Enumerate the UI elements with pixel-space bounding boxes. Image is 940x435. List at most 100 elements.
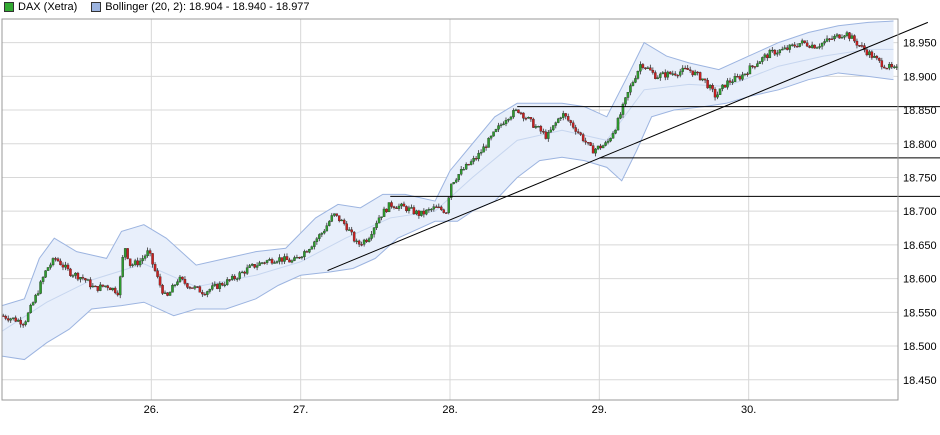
candle-body bbox=[238, 272, 241, 279]
candle-body bbox=[736, 76, 739, 78]
plot-frame bbox=[1, 18, 899, 401]
candle-body bbox=[728, 80, 732, 83]
candle-body bbox=[594, 148, 597, 154]
candle-body bbox=[542, 131, 545, 133]
candle-body bbox=[225, 279, 229, 286]
candle-body bbox=[34, 294, 37, 303]
candle-body bbox=[469, 161, 473, 165]
candle-body bbox=[69, 268, 72, 276]
candle-body bbox=[517, 109, 520, 113]
y-tick-label: 18.750 bbox=[903, 172, 937, 184]
candle-body bbox=[494, 129, 498, 132]
candle-body bbox=[893, 66, 896, 68]
candle-body bbox=[14, 317, 17, 322]
candle-body bbox=[489, 135, 493, 139]
candle-body bbox=[218, 283, 222, 289]
candle-body bbox=[141, 258, 144, 262]
candle-body bbox=[509, 116, 513, 120]
candle-body bbox=[375, 222, 378, 228]
candle-body bbox=[586, 142, 590, 144]
candle-body bbox=[54, 258, 57, 260]
candle-body bbox=[738, 76, 742, 80]
candle-body bbox=[828, 38, 831, 40]
candle-body bbox=[644, 67, 647, 69]
candle-body bbox=[56, 258, 60, 262]
candle-body bbox=[158, 276, 162, 286]
y-tick-label: 18.850 bbox=[903, 105, 937, 117]
candle-body bbox=[372, 227, 376, 235]
candle-body bbox=[472, 158, 475, 162]
candle-body bbox=[599, 145, 602, 149]
candle-body bbox=[285, 256, 289, 261]
candle-body bbox=[36, 293, 40, 296]
candle-body bbox=[156, 270, 159, 277]
candle-body bbox=[823, 41, 826, 44]
bollinger-band bbox=[1, 20, 894, 361]
candle-body bbox=[566, 116, 570, 121]
candle-body bbox=[310, 246, 314, 250]
candle-body bbox=[31, 302, 35, 306]
y-tick-label: 18.700 bbox=[903, 206, 937, 218]
candle-body bbox=[66, 264, 70, 270]
candle-body bbox=[235, 278, 239, 280]
legend-bollinger-label: Bollinger (20, 2): 18.904 - 18.940 - 18.… bbox=[105, 1, 310, 13]
legend-item-dax: DAX (Xetra) bbox=[4, 1, 77, 13]
candle-body bbox=[785, 47, 789, 50]
candle-body bbox=[230, 275, 234, 280]
candle-body bbox=[268, 259, 271, 261]
candle-body bbox=[76, 272, 80, 280]
candle-body bbox=[507, 118, 510, 121]
candle-body bbox=[136, 260, 139, 266]
candle-body bbox=[581, 134, 585, 142]
candle-body bbox=[564, 113, 567, 117]
candle-body bbox=[858, 45, 861, 47]
candle-body bbox=[211, 285, 214, 290]
candle-body bbox=[295, 257, 299, 259]
candle-body bbox=[298, 257, 301, 259]
candle-body bbox=[634, 78, 637, 83]
candle-body bbox=[21, 324, 25, 326]
candle-body bbox=[758, 61, 762, 64]
candle-body bbox=[415, 210, 418, 215]
candle-body bbox=[815, 47, 819, 49]
candle-body bbox=[512, 110, 515, 118]
candle-body bbox=[529, 117, 533, 120]
candle-body bbox=[883, 66, 886, 69]
candle-body bbox=[417, 210, 421, 216]
candle-body bbox=[303, 251, 306, 258]
candle-body bbox=[51, 258, 55, 266]
candle-body bbox=[91, 285, 95, 288]
candle-body bbox=[666, 71, 670, 78]
candle-body bbox=[216, 283, 219, 289]
candle-body bbox=[803, 40, 806, 43]
candle-body bbox=[576, 131, 580, 133]
candle-body bbox=[788, 44, 791, 50]
candle-body bbox=[19, 319, 22, 325]
candles bbox=[1, 30, 899, 328]
candle-body bbox=[554, 122, 558, 126]
candle-body bbox=[6, 318, 10, 321]
candle-body bbox=[795, 46, 799, 48]
candle-body bbox=[706, 79, 709, 89]
candle-body bbox=[626, 91, 630, 98]
candle-body bbox=[280, 257, 284, 262]
candle-body bbox=[355, 240, 358, 243]
candle-body bbox=[631, 82, 635, 86]
candle-body bbox=[352, 231, 356, 242]
band-fill bbox=[2, 21, 894, 360]
candle-body bbox=[382, 208, 386, 217]
candle-body bbox=[606, 140, 610, 143]
band-upper bbox=[1, 20, 894, 307]
candle-body bbox=[676, 74, 679, 77]
candle-body bbox=[499, 124, 503, 126]
candle-body bbox=[888, 64, 891, 69]
candle-body bbox=[46, 267, 50, 271]
candle-body bbox=[482, 146, 485, 153]
candle-body bbox=[880, 60, 884, 68]
trendline bbox=[327, 21, 929, 271]
candle-body bbox=[395, 207, 398, 210]
candle-body bbox=[89, 279, 92, 288]
candle-body bbox=[99, 284, 102, 291]
candle-body bbox=[128, 258, 132, 266]
y-tick-label: 18.550 bbox=[903, 307, 937, 319]
